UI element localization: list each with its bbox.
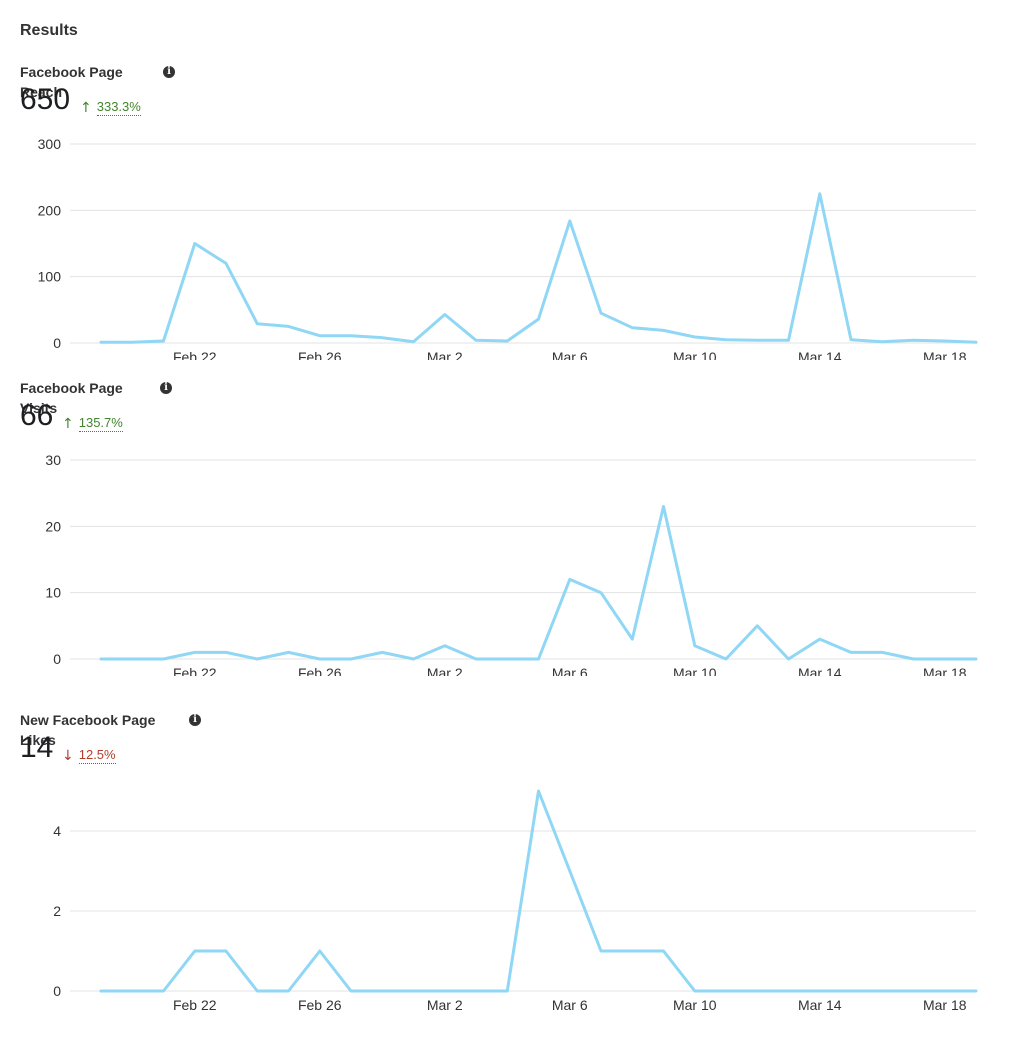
y-tick-label: 200 (38, 202, 62, 218)
y-tick-label: 20 (45, 518, 61, 534)
y-tick-label: 4 (53, 823, 61, 839)
change-percent[interactable]: 333.3% (96, 99, 141, 116)
metric-total: 14 (20, 731, 54, 764)
y-tick-label: 30 (45, 452, 61, 468)
x-tick-label: Mar 18 (923, 997, 967, 1013)
metric-title: Facebook Page Reach (20, 64, 123, 100)
change-percent[interactable]: 135.7% (78, 415, 123, 432)
y-tick-label: 0 (53, 651, 61, 667)
arrow-up-icon: ↑ (62, 415, 74, 432)
page-title: Results (20, 22, 78, 39)
x-tick-label: Feb 26 (298, 997, 342, 1013)
x-tick-label: Feb 22 (173, 997, 217, 1013)
x-tick-label: Mar 2 (427, 349, 463, 360)
x-tick-label: Mar 10 (673, 665, 717, 676)
x-tick-label: Mar 2 (427, 665, 463, 676)
x-tick-label: Feb 26 (298, 349, 342, 360)
reach-chart: 0 100 200 300 Feb 22 Feb 26 Mar 2 Mar 6 Mar 10 Ma… (38, 136, 978, 360)
metric-title: Facebook Page Visits (20, 380, 123, 416)
x-tick-label: Mar 14 (798, 349, 842, 360)
series-line (99, 789, 978, 993)
x-tick-label: Mar 6 (552, 349, 588, 360)
change-indicator: ↓ 12.5% (62, 747, 116, 764)
y-tick-label: 0 (53, 983, 61, 999)
metric-title: New Facebook Page Likes (20, 712, 156, 748)
likes-chart: 0 2 4 Feb 22 Feb 26 Mar 2 Mar 6 Mar 10 Mar 14 Mar… (53, 789, 978, 1013)
arrow-down-icon: ↓ (62, 747, 74, 764)
x-tick-label: Feb 22 (173, 349, 217, 360)
x-tick-label: Mar 6 (552, 665, 588, 676)
change-indicator: ↑ 333.3% (80, 99, 141, 116)
info-icon[interactable]: i (163, 66, 175, 78)
visits-chart: 0 10 20 30 Feb 22 Feb 26 Mar 2 Mar 6 Mar 10 Mar 1… (45, 452, 978, 676)
x-tick-label: Mar 14 (798, 665, 842, 676)
x-tick-label: Mar 6 (552, 997, 588, 1013)
x-tick-label: Mar 10 (673, 997, 717, 1013)
x-tick-label: Mar 18 (923, 349, 967, 360)
x-tick-label: Mar 18 (923, 665, 967, 676)
y-tick-label: 300 (38, 136, 62, 152)
change-indicator: ↑ 135.7% (62, 415, 123, 432)
info-icon[interactable]: i (160, 382, 172, 394)
x-tick-label: Mar 10 (673, 349, 717, 360)
metric-total: 650 (20, 83, 71, 116)
y-tick-label: 2 (53, 903, 61, 919)
x-tick-label: Feb 26 (298, 665, 342, 676)
y-tick-label: 100 (38, 269, 62, 285)
arrow-up-icon: ↑ (80, 99, 92, 116)
x-tick-label: Feb 22 (173, 665, 217, 676)
x-tick-label: Mar 2 (427, 997, 463, 1013)
info-icon[interactable]: i (189, 714, 201, 726)
series-line (99, 192, 978, 344)
y-tick-label: 0 (53, 335, 61, 351)
metric-total: 66 (20, 399, 54, 432)
change-percent[interactable]: 12.5% (78, 747, 116, 764)
series-line (99, 504, 978, 661)
y-tick-label: 10 (45, 585, 61, 601)
x-tick-label: Mar 14 (798, 997, 842, 1013)
